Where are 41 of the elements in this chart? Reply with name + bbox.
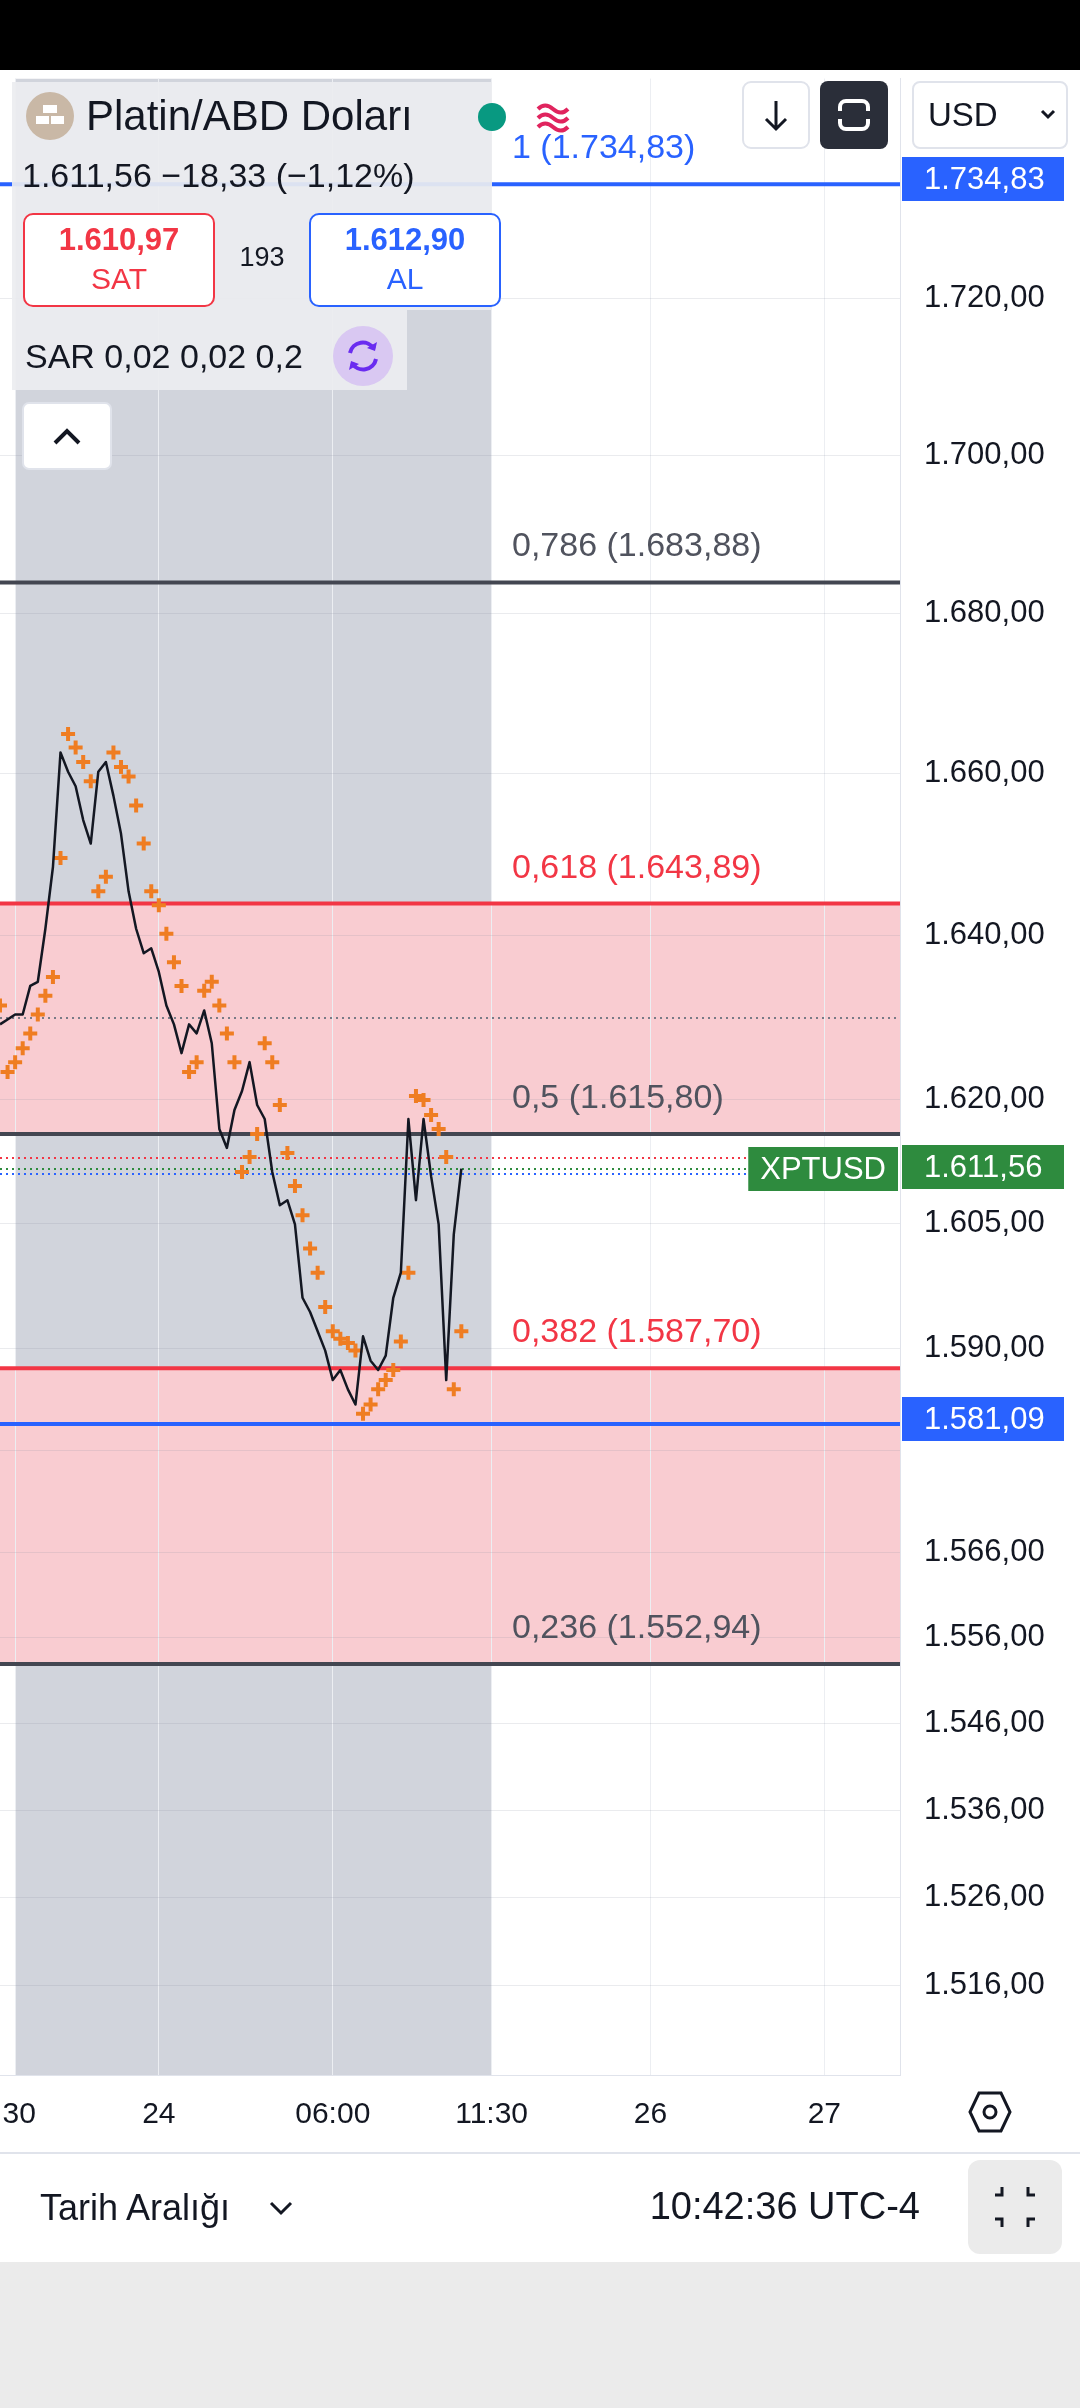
annotation: SAR 0,02 0,02 0,2 [25, 337, 303, 376]
text: 1.611,56 −18,33 (−1,12%) [22, 156, 415, 195]
ref-line-label: 0,5 (1.615,80) [512, 1076, 724, 1115]
ref-line-label: 0,786 (1.683,88) [512, 525, 762, 564]
x-tick-label: 06:00 [295, 2096, 371, 2130]
y-tick-label: 1.590,00 [924, 1329, 1045, 1365]
chart-title: Platin/ABD Doları [86, 92, 413, 140]
y-tick-label: 1.536,00 [924, 1791, 1045, 1827]
y-tick-label: 1.526,00 [924, 1878, 1045, 1914]
ref-line-label: 0,382 (1.587,70) [512, 1311, 762, 1350]
text: Tarih Aralığı [40, 2187, 231, 2229]
annotation: SAT [89, 262, 149, 296]
y-tick-label: 1.605,00 [924, 1204, 1045, 1240]
text: USD [928, 96, 998, 134]
ref-line-label: XPTUSD [760, 1150, 887, 1186]
text: 1.611,56 [902, 1145, 1064, 1189]
text: 1.581,09 [902, 1397, 1064, 1441]
y-tick-label: 1.620,00 [924, 1079, 1045, 1115]
y-tick-label: 1.516,00 [924, 1966, 1045, 2002]
x-tick-label: 24 [142, 2096, 176, 2130]
annotation: 1.610,97 [57, 222, 181, 258]
x-tick-label: 27 [807, 2096, 842, 2130]
annotation: 1.612,90 [343, 222, 467, 258]
y-tick-label: 1.660,00 [924, 753, 1045, 789]
ref-line-label: 1 (1.734,83) [512, 127, 696, 166]
x-tick-label: 11:30 [455, 2096, 529, 2130]
x-tick-label: :30 [0, 2096, 36, 2130]
y-tick-label: 1.700,00 [924, 435, 1045, 471]
x-tick-label: 26 [633, 2096, 668, 2130]
text: 1.734,83 [902, 157, 1064, 201]
y-tick-label: 1.566,00 [924, 1532, 1045, 1568]
y-tick-label: 1.640,00 [924, 915, 1045, 951]
annotation: AL [385, 262, 425, 296]
y-tick-label: 1.556,00 [924, 1618, 1045, 1654]
text: 10:42:36 UTC-4 [649, 2185, 920, 2228]
ref-line-label: 0,236 (1.552,94) [512, 1607, 762, 1646]
y-tick-label: 1.546,00 [924, 1704, 1045, 1740]
ref-line-label: 0,618 (1.643,89) [512, 846, 762, 885]
annotation: 193 [238, 242, 286, 273]
y-tick-label: 1.680,00 [924, 593, 1045, 629]
y-tick-label: 1.720,00 [924, 279, 1045, 315]
